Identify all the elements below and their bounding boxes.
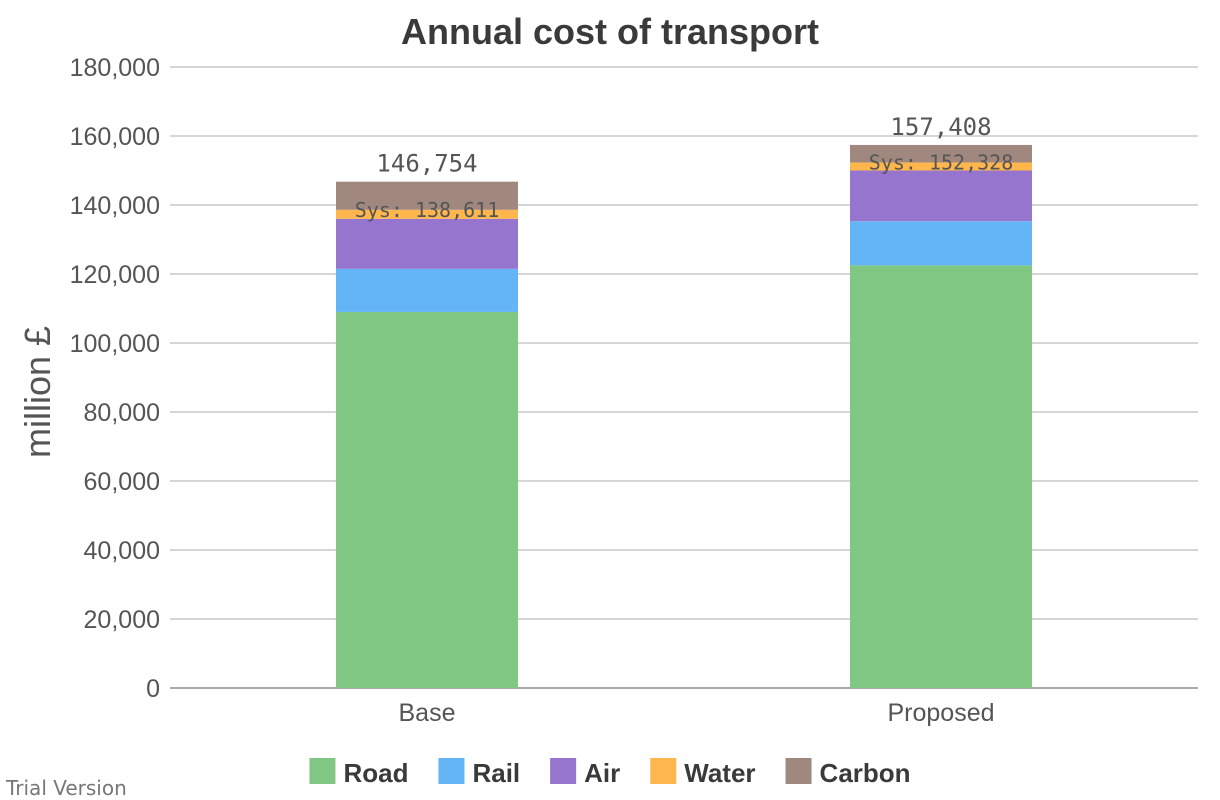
y-axis-ticks: 0 20,000 40,000 60,000 80,000 100,000 120,000 1… [70,54,160,703]
bar-segment-carbon-base [336,181,518,210]
bar-system-label: Sys: 152,328 [869,150,1014,174]
bar-segment-water-base [336,209,518,219]
bar-segment-air-proposed [850,170,1032,222]
legend-label: Water [684,758,755,788]
legend-item-air: Air [550,758,620,788]
y-tick-label: 80,000 [84,399,160,427]
y-tick-label: 20,000 [84,606,160,634]
y-tick-label: 180,000 [70,54,160,82]
x-tick-label: Base [399,699,456,727]
bar-total-label: 157,408 [890,113,991,141]
chart-title: Annual cost of transport [401,11,819,52]
x-axis-ticks: Base Proposed [399,699,995,727]
bar-labels: 146,754 Sys: 138,611 157,408 Sys: 152,328 [355,113,1014,222]
legend-item-carbon: Carbon [785,758,911,788]
bars [336,144,1032,688]
bar-system-label: Sys: 138,611 [355,198,500,222]
legend-item-road: Road [309,758,408,788]
y-tick-label: 120,000 [70,261,160,289]
legend: Road Rail Air Water Carbon [309,758,911,788]
y-tick-label: 160,000 [70,123,160,151]
bar-segment-air-base [336,218,518,269]
legend-item-water: Water [650,758,756,788]
legend-item-rail: Rail [438,758,520,788]
x-tick-label: Proposed [887,699,994,727]
legend-swatch [785,758,812,784]
bar-segment-rail-base [336,268,518,312]
y-tick-label: 40,000 [84,537,160,565]
y-tick-label: 60,000 [84,468,160,496]
bar-segment-road-proposed [850,265,1032,688]
bar-segment-water-proposed [850,162,1032,171]
bar-segment-road-base [336,311,518,688]
bar-segment-rail-proposed [850,221,1032,266]
bar-total-label: 146,754 [376,150,477,178]
y-tick-label: 140,000 [70,192,160,220]
bar-segment-carbon-proposed [850,144,1032,163]
legend-swatch [550,758,577,784]
legend-label: Road [343,758,408,788]
grid-lines [170,66,1198,689]
y-axis-label: million £ [17,326,58,458]
legend-swatch [309,758,336,784]
y-tick-label: 100,000 [70,330,160,358]
legend-swatch [650,758,677,784]
legend-label: Carbon [820,758,911,788]
watermark-text: Trial Version [5,776,127,800]
y-tick-label: 0 [146,675,160,703]
legend-label: Rail [472,758,520,788]
legend-label: Air [584,758,620,788]
legend-swatch [438,758,465,784]
